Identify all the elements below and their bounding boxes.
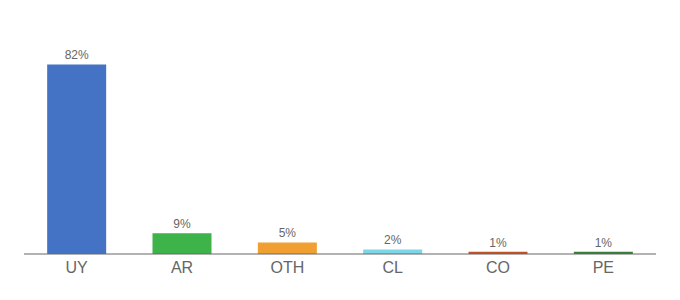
svg-text:CL: CL (382, 259, 403, 276)
svg-text:UY: UY (66, 259, 89, 276)
svg-text:1%: 1% (595, 236, 613, 250)
svg-text:9%: 9% (173, 217, 191, 231)
svg-text:5%: 5% (279, 226, 297, 240)
svg-text:1%: 1% (489, 236, 507, 250)
svg-text:PE: PE (593, 259, 614, 276)
svg-text:2%: 2% (384, 233, 402, 247)
svg-text:82%: 82% (65, 48, 89, 62)
svg-text:CO: CO (486, 259, 510, 276)
svg-text:OTH: OTH (270, 259, 304, 276)
svg-text:AR: AR (171, 259, 193, 276)
